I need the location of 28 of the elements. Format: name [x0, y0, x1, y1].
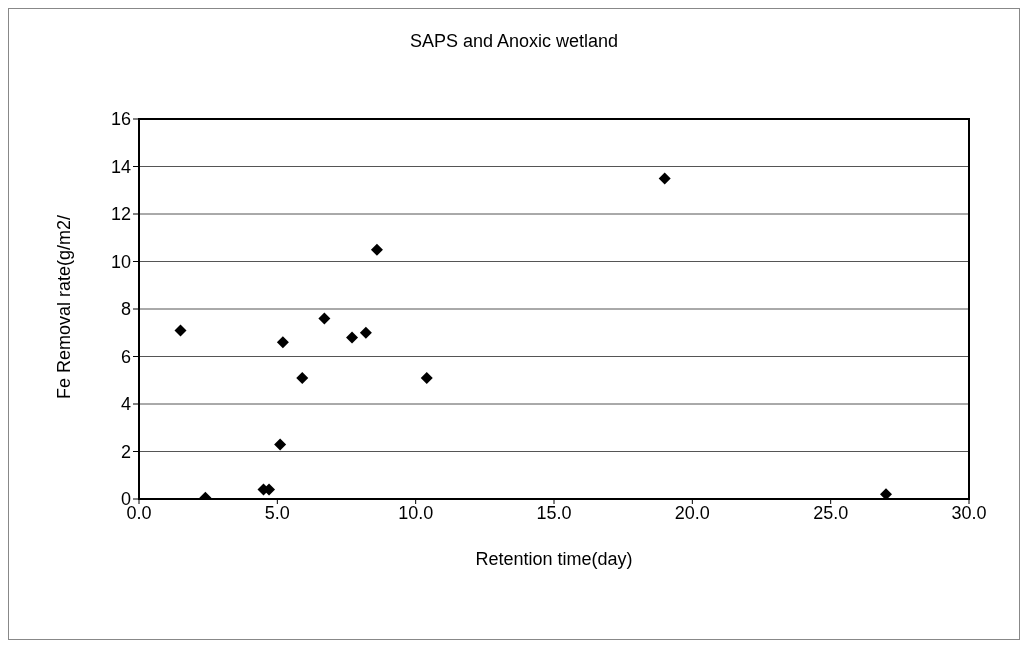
y-tick-label: 4 — [120, 394, 131, 415]
y-tick-label: 14 — [110, 156, 131, 177]
point — [346, 331, 359, 344]
point — [274, 438, 287, 451]
point — [420, 371, 433, 384]
point — [880, 488, 892, 499]
y-axis-title: Fe Removal rate(g/m2/ — [54, 214, 75, 399]
x-tick-label: 5.0 — [264, 502, 290, 523]
point — [658, 172, 671, 185]
point — [174, 324, 187, 337]
point — [359, 326, 372, 339]
point — [276, 336, 289, 349]
y-tick-label: 10 — [110, 251, 131, 272]
x-tick-label: 15.0 — [536, 502, 572, 523]
y-tick-label: 6 — [120, 346, 131, 367]
point — [296, 371, 309, 384]
y-tick-label: 2 — [120, 441, 131, 462]
x-tick-label: 25.0 — [813, 502, 849, 523]
y-tick-label: 8 — [120, 299, 131, 320]
x-tick-label: 30.0 — [951, 502, 987, 523]
x-tick-label: 20.0 — [674, 502, 710, 523]
x-axis-title: Retention time(day) — [475, 549, 633, 569]
point — [318, 312, 331, 325]
y-tick-label: 12 — [110, 204, 131, 225]
chart-title: SAPS and Anoxic wetland — [408, 31, 620, 52]
point — [370, 243, 383, 256]
y-tick-label: 16 — [110, 109, 131, 130]
x-tick-label: 10.0 — [398, 502, 434, 523]
